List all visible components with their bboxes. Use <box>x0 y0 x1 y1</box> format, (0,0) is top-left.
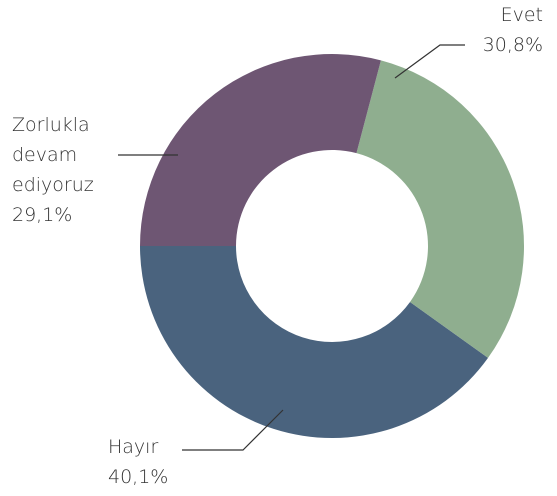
category-label: Evet <box>500 4 543 26</box>
donut-slice <box>140 246 489 439</box>
slice-label: Evet 30,8% <box>483 0 543 60</box>
category-label: Hayır <box>108 436 159 458</box>
slice-label: Zorlukla devam ediyoruz 29,1% <box>12 110 127 230</box>
donut-slice <box>140 54 381 246</box>
slice-label: Hayır 40,1% <box>108 432 168 492</box>
value-label: 29,1% <box>12 204 73 226</box>
donut-slice <box>356 60 524 358</box>
leader-line <box>394 44 465 79</box>
value-label: 40,1% <box>108 466 169 488</box>
category-label: Zorlukla devam ediyoruz <box>12 114 94 196</box>
value-label: 30,8% <box>482 34 543 56</box>
leader-line <box>182 409 284 451</box>
